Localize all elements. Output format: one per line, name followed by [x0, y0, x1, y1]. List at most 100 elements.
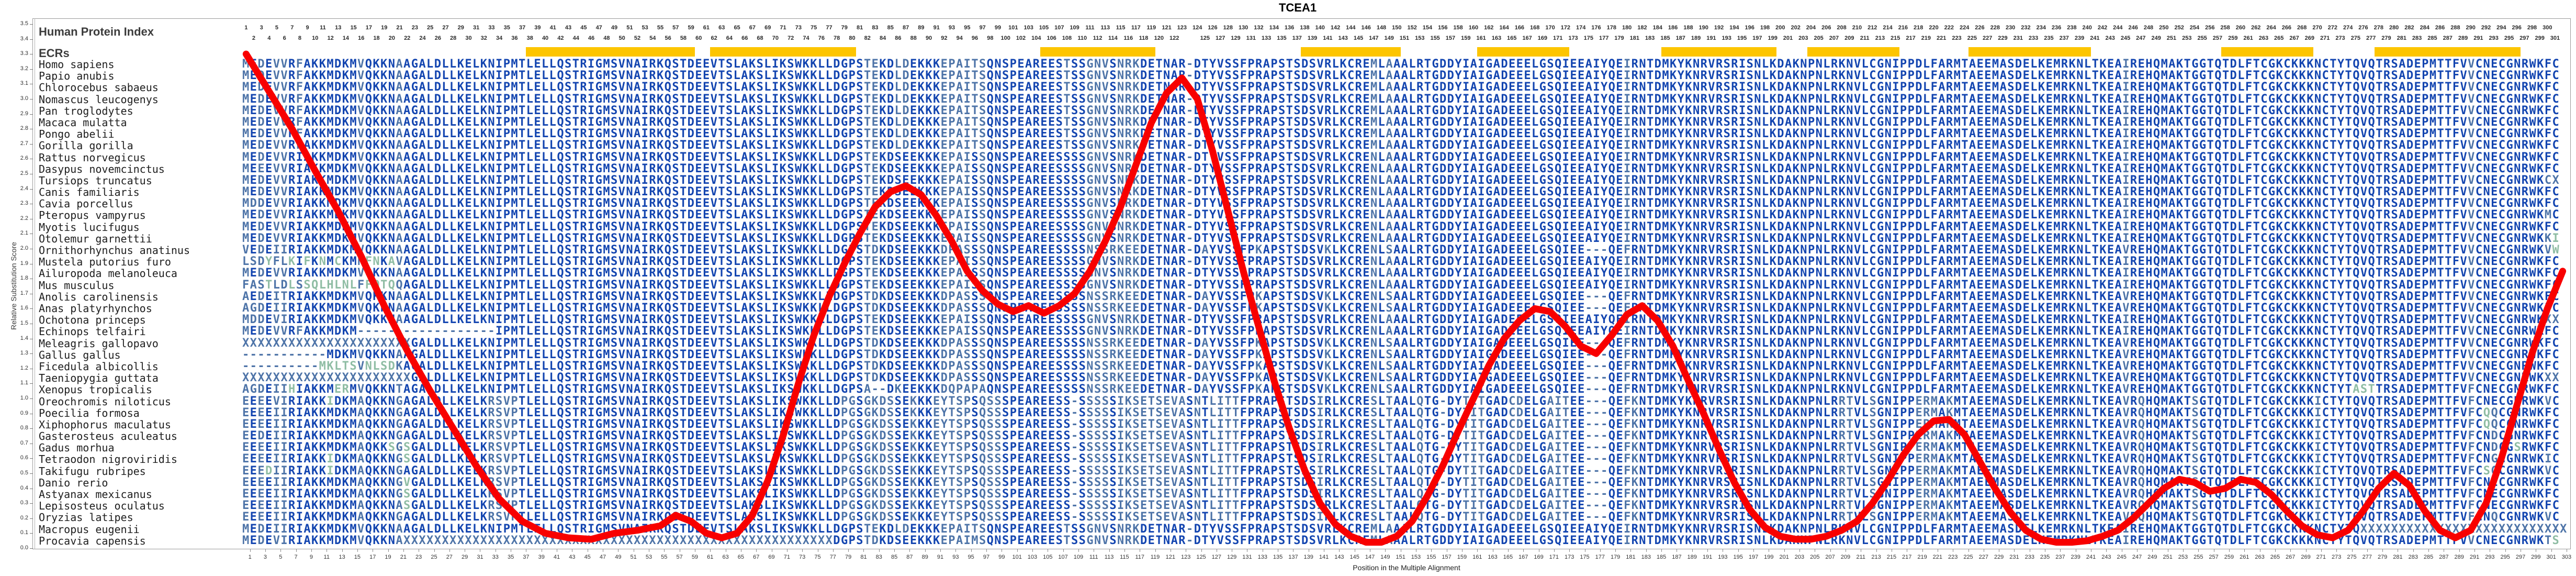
y-tick [30, 353, 33, 355]
sequence-row: XXXXXXXXXXXXXXXXXXXXXXGALDLLKELKNIPMTLEL… [242, 336, 2560, 350]
human-index-number: 299 [2535, 35, 2545, 41]
x-tick-label: 283 [2408, 554, 2418, 560]
x-tick [971, 549, 972, 552]
y-tick-label: 2.5 [20, 170, 28, 176]
x-tick-label: 69 [768, 554, 775, 560]
y-tick-label: 1.1 [20, 380, 28, 386]
human-index-number: 273 [2335, 35, 2345, 41]
human-index-number: 243 [2105, 35, 2115, 41]
species-label: Ficedula albicollis [39, 360, 159, 373]
human-index-number: 234 [2036, 25, 2046, 31]
x-tick [1339, 549, 1340, 552]
x-tick-label: 41 [553, 554, 560, 560]
human-index-number: 85 [887, 25, 894, 31]
human-index-number: 194 [1729, 25, 1739, 31]
x-tick [250, 549, 251, 552]
ecr-bar [1040, 47, 1155, 57]
human-index-number: 83 [872, 25, 879, 31]
x-tick [1109, 549, 1110, 552]
human-index-number: 227 [1982, 35, 1993, 41]
x-tick-label: 253 [2178, 554, 2188, 560]
human-index-number: 209 [1844, 35, 1854, 41]
human-index-number: 44 [572, 35, 579, 41]
sequence-row: EEDEIIRIAKKMDKMAQKKNGAGALDLLKELKRSVPTLEL… [242, 429, 2560, 443]
human-index-number: 220 [1929, 25, 1939, 31]
x-tick [833, 549, 834, 552]
human-index-number: 290 [2466, 25, 2476, 31]
x-tick [1738, 549, 1739, 552]
human-index-number: 106 [1047, 35, 1056, 41]
x-tick [1830, 549, 1831, 552]
x-tick [940, 549, 941, 552]
y-tick-label: 0.6 [20, 455, 28, 461]
x-tick [311, 549, 312, 552]
human-index-number: 68 [757, 35, 763, 41]
y-tick-label: 2.6 [20, 155, 28, 162]
human-index-number: 60 [695, 35, 702, 41]
human-index-number: 178 [1606, 25, 1616, 31]
species-label: Meleagris gallopavo [39, 337, 159, 350]
x-tick [1922, 549, 1923, 552]
x-tick-label: 263 [2255, 554, 2265, 560]
x-tick-label: 129 [1227, 554, 1237, 560]
human-index-number: 289 [2458, 35, 2468, 41]
x-tick [2336, 549, 2337, 552]
human-index-number: 19 [381, 25, 388, 31]
human-index-number: 81 [857, 25, 863, 31]
human-index-number: 61 [703, 25, 710, 31]
human-index-number: 51 [626, 25, 633, 31]
x-tick-label: 147 [1365, 554, 1375, 560]
human-index-number: 296 [2512, 25, 2522, 31]
x-tick [1615, 549, 1616, 552]
human-index-number: 175 [1583, 35, 1594, 41]
species-label: Ochotona princeps [39, 314, 146, 327]
x-tick-label: 247 [2132, 554, 2142, 560]
human-index-number: 159 [1461, 35, 1471, 41]
x-tick-label: 93 [952, 554, 959, 560]
ecr-bar [2375, 47, 2521, 57]
y-tick [30, 383, 33, 384]
x-tick [1707, 549, 1708, 552]
human-index-number: 90 [925, 35, 932, 41]
sequence-row: MEDEVVRIAKKMDKMVQKKNAAGALDLLKELKNIPMTLEL… [242, 185, 2560, 199]
sequence-row: MEDEVVRIAKKMDKMVQKKNAAGALDLLKELKNIPMTLEL… [242, 231, 2560, 245]
human-index-number: 29 [457, 25, 464, 31]
human-index-number: 269 [2304, 35, 2315, 41]
x-tick [265, 549, 266, 552]
human-index-number: 28 [450, 35, 457, 41]
human-index-number: 18 [373, 35, 380, 41]
human-index-number: 163 [1491, 35, 1502, 41]
species-label: Tursiops truncatus [39, 174, 152, 187]
human-index-number: 132 [1254, 25, 1264, 31]
x-tick-label: 71 [783, 554, 790, 560]
x-tick-label: 297 [2515, 554, 2526, 560]
x-tick [1155, 549, 1156, 552]
x-tick-label: 43 [569, 554, 576, 560]
human-index-number: 136 [1284, 25, 1295, 31]
x-tick-label: 237 [2055, 554, 2065, 560]
human-index-number: 15 [350, 25, 357, 31]
x-tick-label: 275 [2347, 554, 2357, 560]
human-index-number: 241 [2090, 35, 2100, 41]
y-tick [30, 143, 33, 145]
human-index-number: 233 [2028, 35, 2039, 41]
human-index-number: 50 [618, 35, 625, 41]
human-index-number: 128 [1223, 25, 1233, 31]
y-tick-label: 2.9 [20, 110, 28, 117]
human-index-number: 185 [1660, 35, 1670, 41]
human-index-number: 280 [2389, 25, 2399, 31]
x-tick-label: 7 [294, 554, 298, 560]
y-tick-label: 0.3 [20, 500, 28, 506]
x-tick-label: 11 [323, 554, 330, 560]
species-label: Otolemur garnettii [39, 232, 152, 245]
human-index-number: 52 [634, 35, 641, 41]
species-label: Canis familiaris [39, 186, 140, 199]
human-index-number: 66 [741, 35, 748, 41]
x-tick-label: 245 [2117, 554, 2127, 560]
x-tick-label: 27 [446, 554, 453, 560]
species-label: Pan troglodytes [39, 104, 133, 117]
x-tick [1569, 549, 1570, 552]
human-index-number: 286 [2435, 25, 2445, 31]
x-tick-label: 265 [2270, 554, 2280, 560]
human-index-number: 54 [649, 35, 656, 41]
